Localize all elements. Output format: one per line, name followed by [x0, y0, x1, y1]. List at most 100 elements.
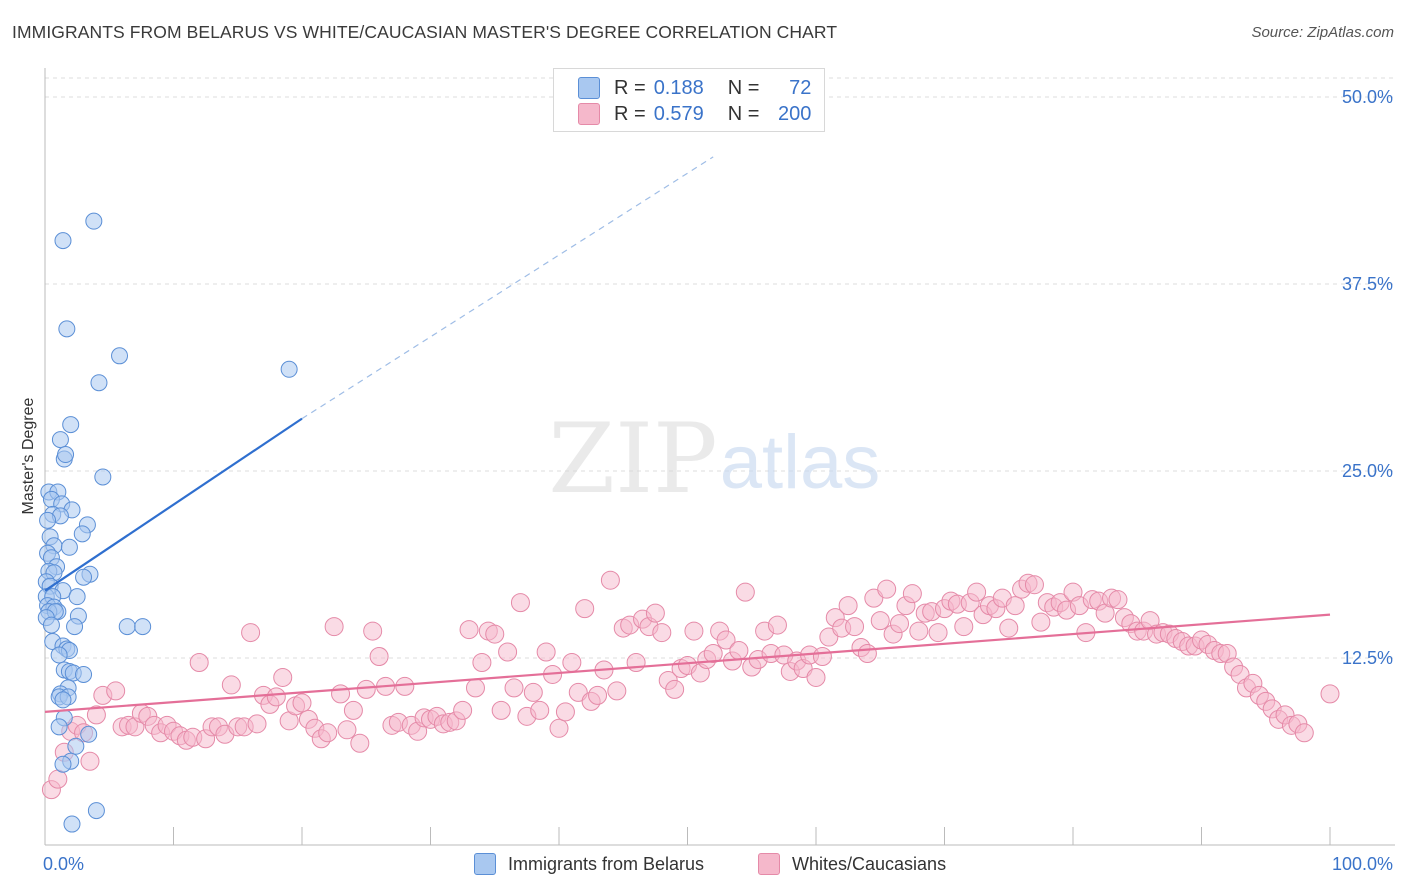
point-whites-caucasians — [485, 624, 505, 644]
point-whites-caucasians — [1320, 684, 1340, 704]
point-whites-caucasians — [703, 644, 723, 664]
point-whites-caucasians — [273, 667, 293, 687]
point-whites-caucasians — [652, 623, 672, 643]
point-whites-caucasians — [453, 700, 473, 720]
bottom-legend-label: Immigrants from Belarus — [508, 853, 705, 874]
legend-r-value: 0.188 — [653, 76, 704, 99]
point-whites-caucasians — [928, 623, 948, 643]
bottom-legend-swatch-blue — [474, 853, 496, 875]
point-whites-caucasians — [838, 596, 858, 616]
bottom-legend-label: Whites/Caucasians — [792, 853, 947, 874]
y-tick-label: 25.0% — [1342, 461, 1393, 481]
point-whites-caucasians — [645, 603, 665, 623]
point-immigrants-belarus — [51, 431, 69, 449]
point-whites-caucasians — [472, 652, 492, 672]
point-whites-caucasians — [530, 700, 550, 720]
point-immigrants-belarus — [134, 618, 152, 636]
point-whites-caucasians — [549, 718, 569, 738]
point-whites-caucasians — [221, 675, 241, 695]
point-immigrants-belarus — [94, 468, 112, 486]
trend-whites — [44, 613, 1331, 713]
point-whites-caucasians — [665, 679, 685, 699]
point-whites-caucasians — [735, 582, 755, 602]
point-whites-caucasians — [523, 682, 543, 702]
point-whites-caucasians — [588, 685, 608, 705]
gridlines — [45, 77, 1395, 659]
legend-row-belarus: R = 0.188 N = 72 — [578, 75, 811, 101]
point-immigrants-belarus — [75, 665, 93, 683]
point-whites-caucasians — [536, 642, 556, 662]
point-whites-caucasians — [356, 679, 376, 699]
point-whites-caucasians — [1294, 723, 1314, 743]
point-immigrants-belarus — [118, 618, 136, 636]
legend-n-value: 200 — [778, 102, 812, 125]
point-immigrants-belarus — [67, 737, 85, 755]
chart-source: Source: ZipAtlas.com — [1251, 24, 1394, 41]
point-whites-caucasians — [729, 641, 749, 661]
point-immigrants-belarus — [58, 320, 76, 338]
series-whites-caucasians — [41, 570, 1340, 800]
point-whites-caucasians — [684, 621, 704, 641]
point-immigrants-belarus — [63, 815, 81, 833]
point-whites-caucasians — [902, 584, 922, 604]
trend-belarus-extension — [301, 156, 714, 420]
point-whites-caucasians — [857, 644, 877, 664]
point-whites-caucasians — [877, 579, 897, 599]
point-whites-caucasians — [363, 621, 383, 641]
point-immigrants-belarus — [73, 525, 91, 543]
trend-lines — [44, 156, 1331, 713]
point-whites-caucasians — [241, 623, 261, 643]
legend-n-label: N = — [727, 102, 760, 125]
point-whites-caucasians — [504, 678, 524, 698]
point-whites-caucasians — [607, 681, 627, 701]
point-whites-caucasians — [369, 647, 389, 667]
point-whites-caucasians — [465, 678, 485, 698]
point-immigrants-belarus — [80, 725, 98, 743]
series-immigrants-belarus — [37, 212, 298, 833]
trend-belarus — [44, 417, 303, 592]
axes — [44, 68, 1395, 846]
point-immigrants-belarus — [280, 360, 298, 378]
point-immigrants-belarus — [42, 616, 60, 634]
point-whites-caucasians — [189, 652, 209, 672]
y-tick-label: 37.5% — [1342, 274, 1393, 294]
point-whites-caucasians — [48, 769, 68, 789]
point-whites-caucasians — [767, 615, 787, 635]
point-whites-caucasians — [954, 617, 974, 637]
point-immigrants-belarus — [85, 212, 103, 230]
watermark-zip: ZIP — [548, 403, 717, 515]
point-whites-caucasians — [331, 684, 351, 704]
point-immigrants-belarus — [75, 568, 93, 586]
legend: R = 0.188 N = 72 R = 0.579 N = 200 — [553, 68, 825, 132]
point-whites-caucasians — [395, 676, 415, 696]
point-immigrants-belarus — [68, 588, 86, 606]
legend-n-label: N = — [727, 76, 760, 99]
point-whites-caucasians — [247, 714, 267, 734]
point-whites-caucasians — [343, 700, 363, 720]
watermark-atlas: atlas — [720, 420, 881, 505]
point-whites-caucasians — [1108, 590, 1128, 610]
point-whites-caucasians — [318, 723, 338, 743]
point-whites-caucasians — [459, 620, 479, 640]
point-immigrants-belarus — [50, 646, 68, 664]
point-whites-caucasians — [890, 614, 910, 634]
point-immigrants-belarus — [54, 232, 72, 250]
legend-swatch-blue — [578, 77, 600, 99]
bottom-legend-whites: Whites/Caucasians — [758, 852, 946, 876]
tick-labels: 12.5% 25.0% 37.5% 50.0% 0.0% 100.0% — [43, 87, 1393, 874]
point-immigrants-belarus — [90, 374, 108, 392]
y-tick-label: 50.0% — [1342, 87, 1393, 107]
point-whites-caucasians — [337, 720, 357, 740]
legend-r-label: R = — [614, 76, 646, 99]
point-whites-caucasians — [491, 700, 511, 720]
point-whites-caucasians — [967, 582, 987, 602]
point-whites-caucasians — [80, 751, 100, 771]
bottom-legend-swatch-pink — [758, 853, 780, 875]
point-whites-caucasians — [812, 647, 832, 667]
x-tick-label: 0.0% — [43, 854, 84, 874]
point-whites-caucasians — [324, 617, 344, 637]
point-whites-caucasians — [562, 652, 582, 672]
bottom-legend-belarus: Immigrants from Belarus — [474, 852, 704, 876]
point-whites-caucasians — [292, 693, 312, 713]
